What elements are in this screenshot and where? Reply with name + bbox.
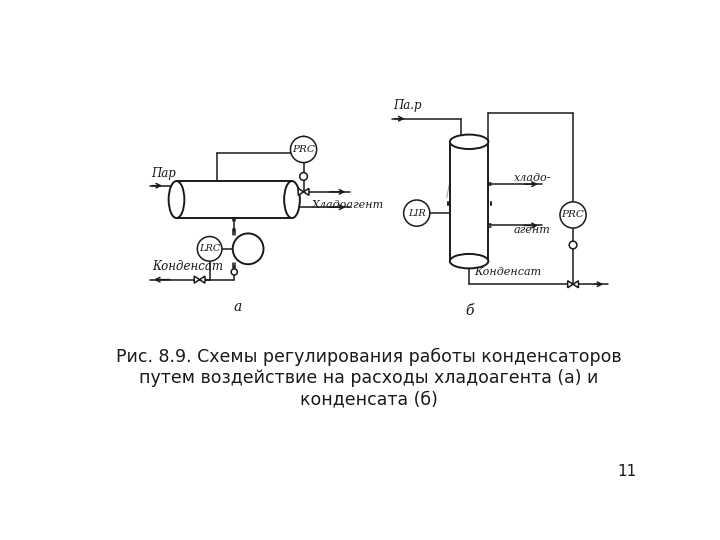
Text: 11: 11 (617, 464, 636, 479)
Ellipse shape (450, 134, 488, 149)
Text: LIR: LIR (408, 208, 426, 218)
Ellipse shape (450, 254, 488, 268)
Circle shape (300, 173, 307, 180)
Polygon shape (298, 188, 304, 195)
Bar (176, 181, 292, 218)
Ellipse shape (284, 181, 300, 218)
Polygon shape (567, 281, 573, 288)
Text: LRC: LRC (199, 244, 220, 253)
Text: Пар: Пар (151, 166, 176, 179)
Circle shape (290, 137, 317, 163)
Ellipse shape (168, 181, 184, 218)
Text: б: б (465, 304, 473, 318)
Text: а: а (234, 300, 242, 314)
Circle shape (560, 202, 586, 228)
Circle shape (570, 241, 577, 249)
Text: PRC: PRC (292, 145, 315, 154)
Text: Конденсат: Конденсат (152, 260, 223, 273)
Circle shape (404, 200, 430, 226)
Text: агент: агент (514, 225, 551, 235)
Text: Па.р: Па.р (394, 99, 422, 112)
Polygon shape (194, 276, 199, 283)
Polygon shape (199, 276, 205, 283)
Text: хладо-: хладо- (514, 173, 552, 183)
Text: Конденсат: Конденсат (474, 267, 541, 278)
Polygon shape (304, 188, 309, 195)
Text: Рис. 8.9. Схемы регулирования работы конденсаторов
путем воздействие на расходы : Рис. 8.9. Схемы регулирования работы кон… (116, 348, 622, 408)
Text: PRC: PRC (562, 211, 585, 219)
Bar (450, 142, 488, 261)
Circle shape (231, 269, 238, 275)
Polygon shape (573, 281, 578, 288)
Circle shape (197, 237, 222, 261)
Circle shape (233, 233, 264, 264)
Text: Хладоагент: Хладоагент (311, 200, 383, 210)
